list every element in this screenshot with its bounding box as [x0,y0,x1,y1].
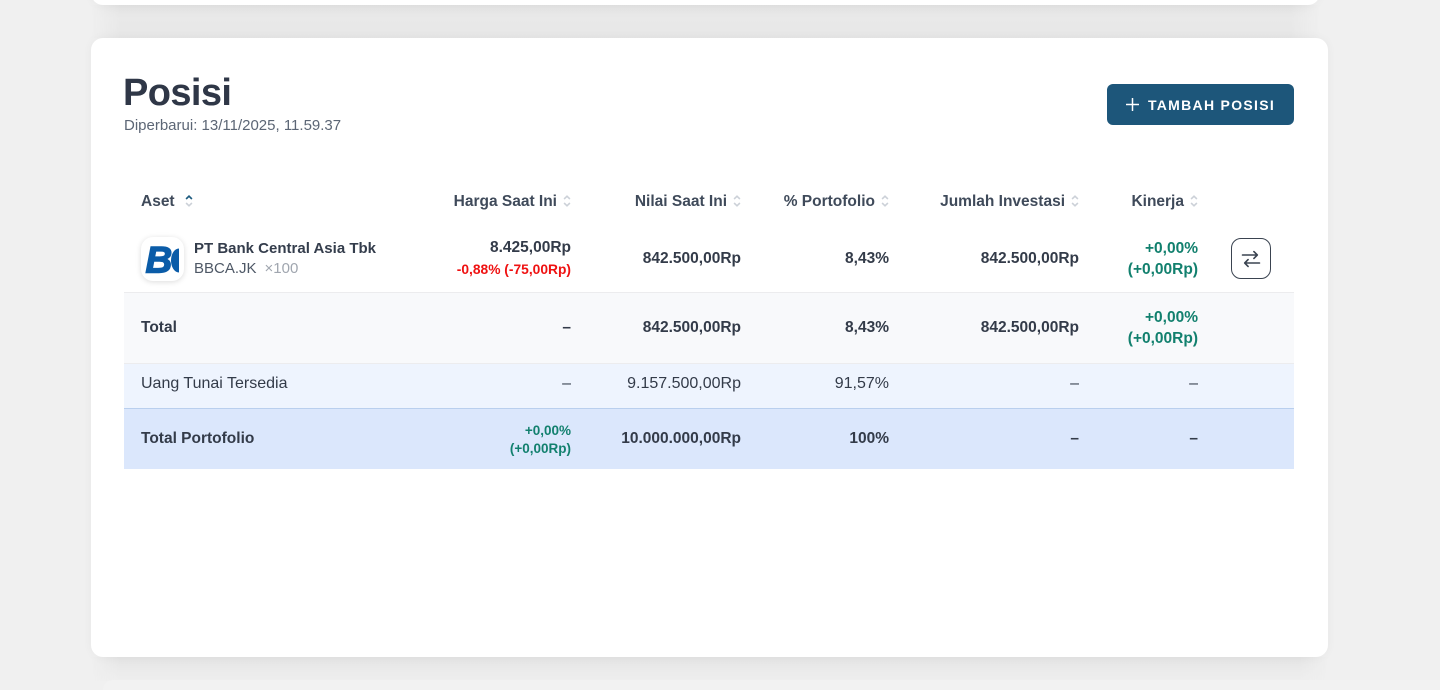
svg-text:B: B [146,239,173,280]
